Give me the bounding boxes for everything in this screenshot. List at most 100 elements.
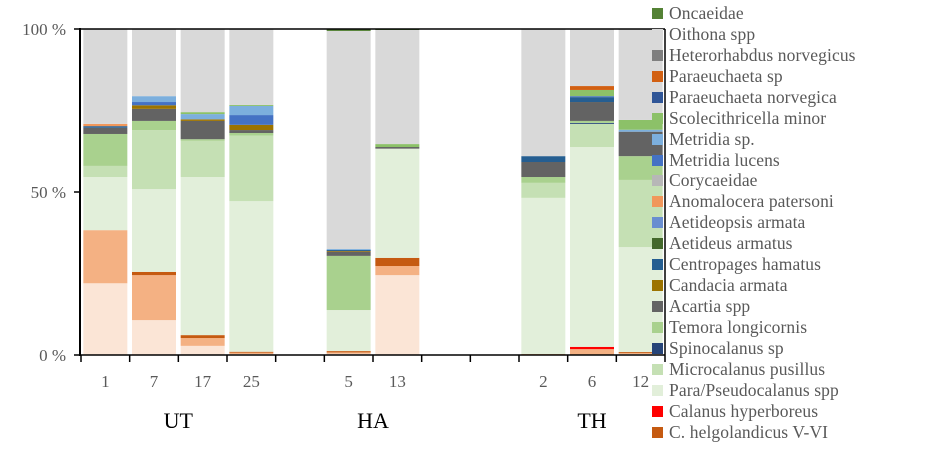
legend-swatch — [652, 342, 663, 354]
bar-segment-temora-longicornis — [180, 139, 225, 141]
bar-segment-temora-longicornis — [570, 120, 614, 123]
legend-swatch — [652, 322, 663, 334]
bar-segment-oithona-spp — [132, 29, 176, 97]
bar-segment-centropages-hamatus — [570, 97, 614, 103]
y-tick-label: 50 % — [31, 183, 66, 202]
legend-swatch — [652, 280, 663, 292]
bar-segment-para-pseudocalanus-spp — [180, 177, 225, 336]
bar-segment-candacia-armata — [132, 105, 176, 109]
legend-swatch — [652, 238, 663, 250]
legend-swatch — [652, 363, 663, 375]
y-tick-label: 0 % — [39, 346, 66, 365]
legend-item: Paraeuchaeta sp — [652, 66, 856, 87]
bar-segment-series-1 — [180, 338, 225, 346]
x-tick-label: 6 — [588, 372, 597, 391]
legend-item: Metridia lucens — [652, 150, 856, 171]
bar-segment-series-1 — [229, 352, 274, 355]
bar-segment-temora-longicornis — [229, 132, 274, 136]
bar-segment-acartia-spp — [375, 147, 420, 149]
legend-swatch — [652, 405, 663, 417]
bar-segment-acartia-spp — [521, 162, 566, 178]
legend-label: Microcalanus pusillus — [669, 358, 826, 379]
bar-segment-scolecithricella-minor — [375, 144, 420, 148]
legend-item: Microcalanus pusillus — [652, 359, 856, 380]
bar-segment-series-1 — [375, 266, 420, 276]
legend-item: Paraeuchaeta norvegica — [652, 87, 856, 108]
legend-label: Anomalocera patersoni — [669, 191, 834, 212]
bar-segment-centropages-hamatus — [83, 126, 128, 128]
legend-swatch — [652, 49, 663, 61]
bar-segment-c-helgolandicus-v-vi — [618, 352, 663, 354]
bar-segment-series-0 — [132, 320, 176, 355]
legend-item: Metridia sp. — [652, 129, 856, 150]
legend-swatch — [652, 133, 663, 145]
legend-label: Corycaeidae — [669, 170, 758, 191]
bar-segment-metridia-sp- — [229, 105, 274, 116]
legend-item: C. helgolandicus V-VI — [652, 422, 856, 443]
y-tick-label: 100 % — [22, 20, 66, 39]
legend-item: Aetideopsis armata — [652, 212, 856, 233]
legend-label: Paraeuchaeta sp — [669, 65, 783, 86]
bar-segment-temora-longicornis — [326, 255, 371, 311]
bar-segment-series-0 — [83, 283, 128, 355]
legend-item: Oithona spp — [652, 24, 856, 45]
bar-segment-centropages-hamatus — [326, 250, 371, 252]
legend-label: Oncaeidae — [669, 2, 744, 23]
legend-swatch — [652, 70, 663, 82]
group-label: HA — [357, 408, 389, 433]
legend-item: Oncaeidae — [652, 3, 856, 24]
bar-segment-scolecithricella-minor — [229, 104, 274, 106]
legend-label: Metridia lucens — [669, 149, 780, 170]
bar-segment-para-pseudocalanus-spp — [83, 177, 128, 231]
bar-segment-c-helgolandicus-v-vi — [229, 351, 274, 353]
legend-label: Acartia spp — [669, 296, 751, 317]
legend-label: Heterorhabdus norvegicus — [669, 44, 856, 65]
legend-item: Candacia armata — [652, 275, 856, 296]
legend-label: Paraeuchaeta norvegica — [669, 86, 837, 107]
legend-item: Heterorhabdus norvegicus — [652, 45, 856, 66]
bar-segment-series-1 — [83, 230, 128, 284]
bar-segment-c-helgolandicus-v-vi — [132, 271, 176, 276]
group-label: TH — [577, 408, 606, 433]
bar-segment-microcalanus-pusillus — [180, 140, 225, 178]
bar-segment-oithona-spp — [83, 29, 128, 124]
legend-swatch — [652, 217, 663, 229]
bar-segment-acartia-spp — [180, 120, 225, 140]
legend-item: Temora longicornis — [652, 317, 856, 338]
x-tick-label: 17 — [194, 372, 212, 391]
legend-label: Spinocalanus sp — [669, 337, 784, 358]
bar-segment-paraeuchaeta-sp — [570, 86, 614, 90]
legend-item: Anomalocera patersoni — [652, 191, 856, 212]
bar-segment-microcalanus-pusillus — [521, 182, 566, 198]
legend-label: Aetideopsis armata — [669, 212, 806, 233]
bar-segment-series-1 — [570, 349, 614, 355]
bar-segment-para-pseudocalanus-spp — [132, 189, 176, 272]
bar-segment-series-0 — [375, 275, 420, 355]
bar-segment-temora-longicornis — [521, 177, 566, 183]
bar-segment-microcalanus-pusillus — [132, 130, 176, 190]
bar-segment-para-pseudocalanus-spp — [229, 201, 274, 352]
legend-swatch — [652, 28, 663, 40]
legend-item: Aetideus armatus — [652, 233, 856, 254]
legend-label: Centropages hamatus — [669, 254, 822, 275]
legend-swatch — [652, 91, 663, 103]
bar-segment-para-pseudocalanus-spp — [326, 310, 371, 352]
legend-swatch — [652, 301, 663, 313]
bar-segment-para-pseudocalanus-spp — [570, 147, 614, 347]
bar-segment-temora-longicornis — [132, 120, 176, 131]
bar-segment-series-1 — [326, 352, 371, 354]
bar-segment-candacia-armata — [326, 251, 371, 252]
bar-segment-candacia-armata — [229, 124, 274, 131]
legend-swatch — [652, 384, 663, 396]
x-tick-label: 7 — [150, 372, 159, 391]
bar-segment-microcalanus-pusillus — [83, 165, 128, 178]
bar-segment-temora-longicornis — [618, 156, 663, 180]
x-tick-label: 12 — [632, 372, 649, 391]
bar-segment-metridia-lucens — [229, 115, 274, 125]
group-label: UT — [164, 408, 194, 433]
bar-segment-scolecithricella-minor — [180, 112, 225, 115]
legend-swatch — [652, 259, 663, 271]
bar-segment-microcalanus-pusillus — [570, 123, 614, 148]
bar-segment-microcalanus-pusillus — [229, 135, 274, 202]
bar-segment-c-helgolandicus-v-vi — [375, 257, 420, 267]
